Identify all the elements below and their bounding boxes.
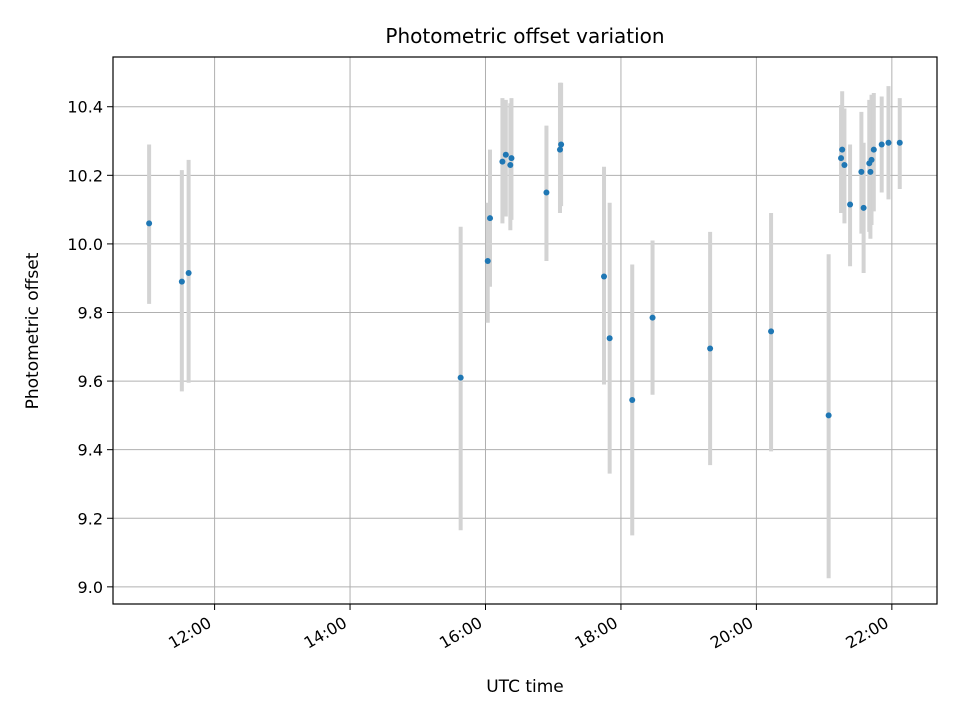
- data-point: [457, 374, 464, 381]
- data-point: [707, 345, 714, 352]
- data-point: [484, 258, 491, 265]
- data-point: [649, 314, 656, 321]
- data-point: [178, 278, 185, 285]
- y-tick-label: 10.4: [67, 98, 103, 117]
- data-points: [146, 139, 903, 419]
- data-point: [885, 139, 892, 146]
- data-point: [601, 273, 608, 280]
- data-point: [629, 396, 636, 403]
- data-point: [868, 156, 875, 163]
- y-axis-ticks: 9.0 9.2 9.4 9.6 9.8 10.0 10.2 10.4: [67, 98, 113, 597]
- data-point: [606, 335, 613, 342]
- data-point: [878, 141, 885, 148]
- x-axis-label: UTC time: [486, 677, 564, 697]
- data-point: [896, 139, 903, 146]
- y-tick-label: 10.0: [67, 235, 103, 254]
- data-point: [556, 146, 563, 153]
- data-point: [508, 155, 515, 162]
- data-point: [558, 141, 565, 148]
- data-point: [870, 146, 877, 153]
- y-tick-label: 9.4: [78, 441, 103, 460]
- data-point: [867, 168, 874, 175]
- data-point: [841, 162, 848, 169]
- data-point: [768, 328, 775, 335]
- grid-lines: [113, 57, 937, 604]
- data-point: [839, 146, 846, 153]
- data-point: [860, 204, 867, 211]
- data-point: [502, 151, 509, 158]
- data-point: [507, 162, 514, 169]
- data-point: [499, 158, 506, 165]
- y-tick-label: 9.6: [78, 372, 103, 391]
- plot-frame: [112, 56, 938, 605]
- y-axis-label: Photometric offset: [23, 252, 43, 409]
- chart-title: Photometric offset variation: [385, 24, 664, 48]
- data-point: [838, 155, 845, 162]
- data-point: [825, 412, 832, 419]
- y-tick-label: 10.2: [67, 166, 103, 185]
- data-point: [146, 220, 153, 227]
- data-point: [487, 215, 494, 222]
- y-tick-label: 9.8: [78, 303, 103, 322]
- data-point: [847, 201, 854, 208]
- y-tick-label: 9.2: [78, 509, 103, 528]
- y-tick-label: 9.0: [78, 578, 103, 597]
- data-point: [543, 189, 550, 196]
- data-point: [858, 168, 865, 175]
- data-point: [185, 270, 192, 277]
